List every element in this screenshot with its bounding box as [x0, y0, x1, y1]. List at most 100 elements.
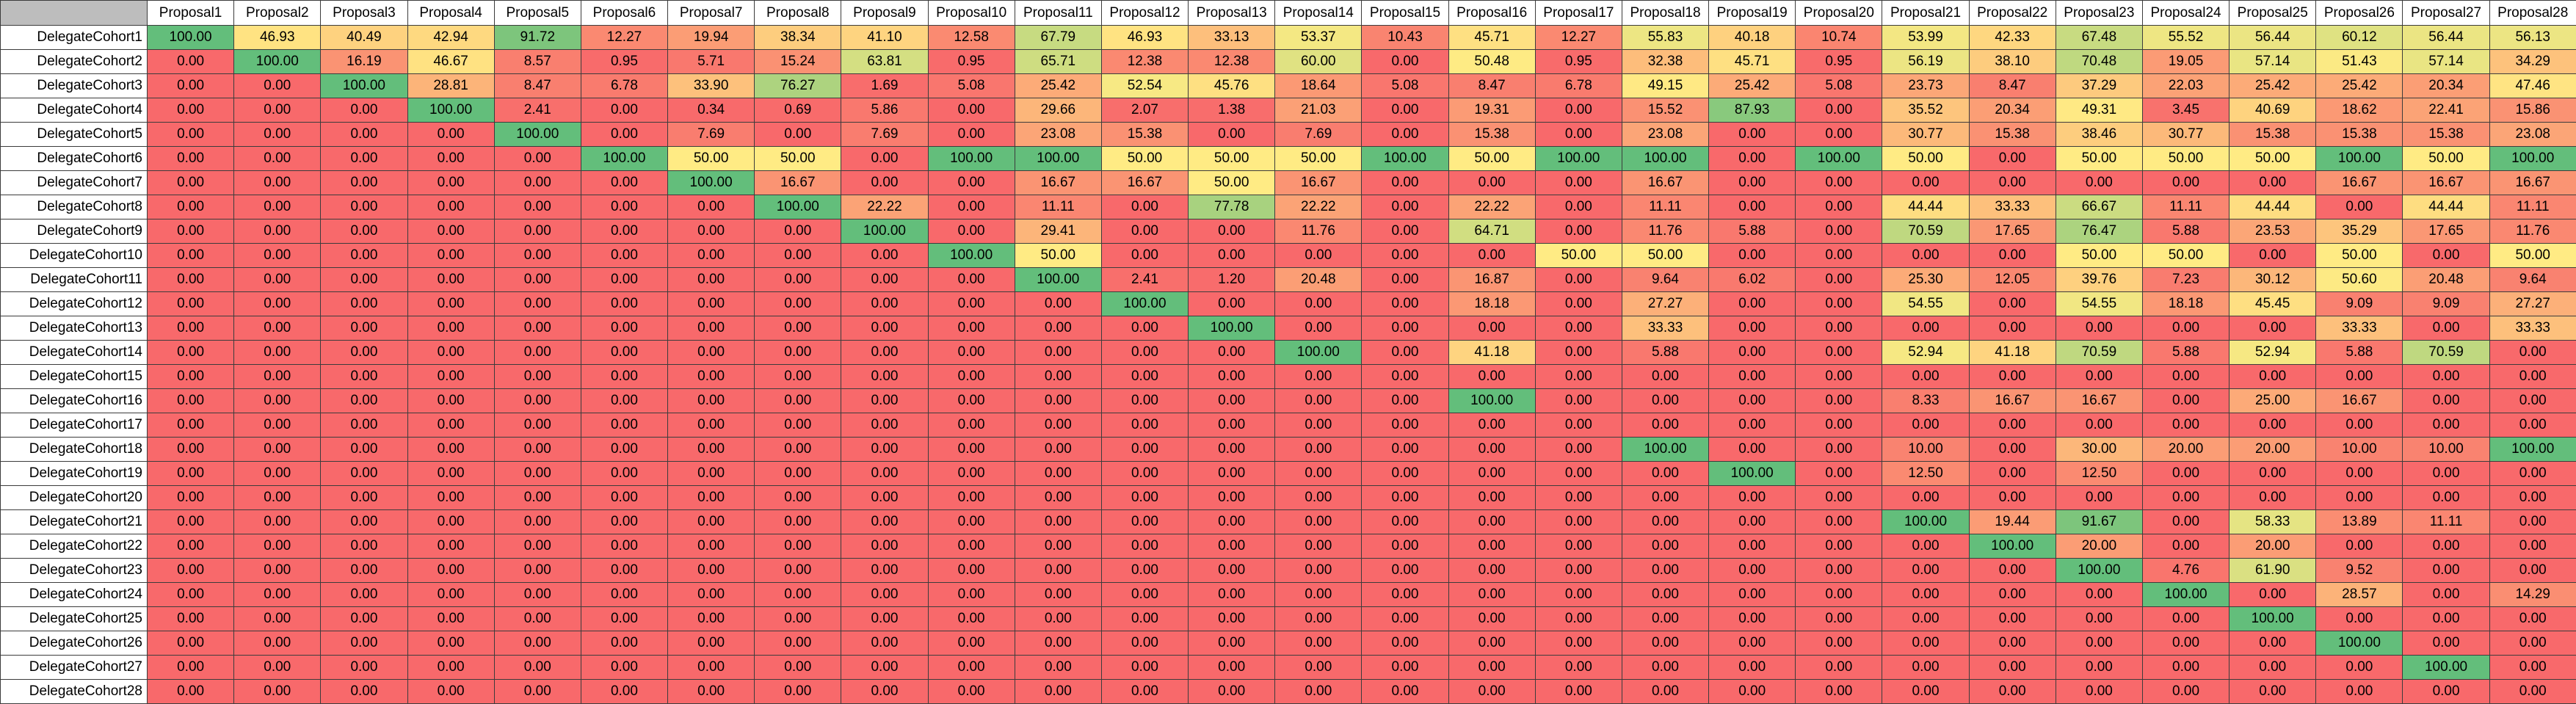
heatmap-cell[interactable]: 56.19 — [1882, 50, 1969, 74]
heatmap-cell[interactable]: 0.00 — [494, 534, 581, 559]
heatmap-cell[interactable]: 0.00 — [1101, 316, 1188, 341]
heatmap-cell[interactable]: 8.47 — [494, 74, 581, 98]
heatmap-cell[interactable]: 0.00 — [755, 486, 841, 510]
heatmap-cell[interactable]: 10.00 — [2403, 438, 2489, 462]
heatmap-cell[interactable]: 18.62 — [2316, 98, 2403, 123]
heatmap-cell[interactable]: 38.34 — [755, 26, 841, 50]
heatmap-cell[interactable]: 0.00 — [1622, 413, 1708, 438]
heatmap-cell[interactable]: 100.00 — [2229, 607, 2316, 631]
heatmap-cell[interactable]: 39.76 — [2056, 268, 2142, 292]
row-header-cell[interactable]: DelegateCohort19 — [1, 462, 148, 486]
heatmap-cell[interactable]: 20.34 — [1969, 98, 2056, 123]
heatmap-cell[interactable]: 0.00 — [1015, 534, 1101, 559]
heatmap-cell[interactable]: 0.00 — [2316, 534, 2403, 559]
heatmap-cell[interactable]: 6.78 — [1535, 74, 1622, 98]
heatmap-cell[interactable]: 57.14 — [2229, 50, 2316, 74]
heatmap-cell[interactable]: 0.00 — [2142, 631, 2229, 656]
heatmap-cell[interactable]: 0.00 — [2403, 486, 2489, 510]
heatmap-cell[interactable]: 0.00 — [407, 123, 494, 147]
heatmap-cell[interactable]: 33.33 — [2316, 316, 2403, 341]
heatmap-cell[interactable]: 0.00 — [841, 413, 928, 438]
heatmap-cell[interactable]: 0.00 — [841, 534, 928, 559]
heatmap-cell[interactable]: 0.00 — [494, 438, 581, 462]
heatmap-cell[interactable]: 0.00 — [1189, 680, 1275, 704]
heatmap-cell[interactable]: 0.00 — [2403, 244, 2489, 268]
heatmap-cell[interactable]: 56.44 — [2229, 26, 2316, 50]
heatmap-cell[interactable]: 0.00 — [321, 365, 407, 389]
heatmap-cell[interactable]: 100.00 — [1362, 147, 1448, 171]
heatmap-cell[interactable]: 0.00 — [1015, 292, 1101, 316]
heatmap-cell[interactable]: 46.67 — [407, 50, 494, 74]
heatmap-cell[interactable]: 0.00 — [928, 219, 1015, 244]
heatmap-cell[interactable]: 0.00 — [321, 559, 407, 583]
heatmap-cell[interactable]: 19.31 — [1448, 98, 1535, 123]
heatmap-cell[interactable]: 0.00 — [1796, 219, 1882, 244]
heatmap-cell[interactable]: 5.88 — [2142, 219, 2229, 244]
heatmap-cell[interactable]: 0.00 — [1275, 510, 1362, 534]
heatmap-cell[interactable]: 100.00 — [2316, 147, 2403, 171]
heatmap-cell[interactable]: 0.00 — [2316, 365, 2403, 389]
heatmap-cell[interactable]: 50.00 — [1275, 147, 1362, 171]
heatmap-cell[interactable]: 0.00 — [581, 413, 667, 438]
heatmap-cell[interactable]: 29.66 — [1015, 98, 1101, 123]
heatmap-cell[interactable]: 50.00 — [1101, 147, 1188, 171]
row-header-cell[interactable]: DelegateCohort26 — [1, 631, 148, 656]
heatmap-cell[interactable]: 0.00 — [1709, 147, 1796, 171]
heatmap-cell[interactable]: 0.00 — [1448, 656, 1535, 680]
heatmap-cell[interactable]: 0.00 — [1015, 413, 1101, 438]
heatmap-cell[interactable]: 0.00 — [2056, 486, 2142, 510]
heatmap-cell[interactable]: 0.00 — [1969, 631, 2056, 656]
heatmap-cell[interactable]: 0.00 — [841, 389, 928, 413]
heatmap-cell[interactable]: 0.00 — [321, 268, 407, 292]
heatmap-cell[interactable]: 0.00 — [148, 316, 234, 341]
heatmap-cell[interactable]: 0.00 — [928, 462, 1015, 486]
heatmap-cell[interactable]: 66.67 — [2056, 195, 2142, 219]
row-header-cell[interactable]: DelegateCohort4 — [1, 98, 148, 123]
heatmap-cell[interactable]: 15.38 — [1969, 123, 2056, 147]
heatmap-cell[interactable]: 0.00 — [1101, 486, 1188, 510]
heatmap-cell[interactable]: 0.00 — [1189, 607, 1275, 631]
heatmap-cell[interactable]: 0.00 — [1796, 195, 1882, 219]
heatmap-cell[interactable]: 0.00 — [668, 438, 755, 462]
heatmap-cell[interactable]: 22.03 — [2142, 74, 2229, 98]
heatmap-cell[interactable]: 0.00 — [321, 219, 407, 244]
heatmap-cell[interactable]: 0.00 — [841, 486, 928, 510]
heatmap-cell[interactable]: 20.00 — [2229, 534, 2316, 559]
heatmap-cell[interactable]: 0.00 — [321, 292, 407, 316]
heatmap-cell[interactable]: 11.76 — [2489, 219, 2576, 244]
heatmap-cell[interactable]: 0.00 — [668, 292, 755, 316]
row-header-cell[interactable]: DelegateCohort27 — [1, 656, 148, 680]
heatmap-cell[interactable]: 0.00 — [1709, 607, 1796, 631]
heatmap-cell[interactable]: 0.00 — [1101, 341, 1188, 365]
heatmap-cell[interactable]: 0.00 — [668, 413, 755, 438]
heatmap-cell[interactable]: 0.00 — [1189, 462, 1275, 486]
heatmap-cell[interactable]: 0.00 — [1275, 486, 1362, 510]
heatmap-cell[interactable]: 0.00 — [2316, 607, 2403, 631]
column-header-cell[interactable]: Proposal23 — [2056, 1, 2142, 26]
heatmap-cell[interactable]: 50.00 — [1015, 244, 1101, 268]
heatmap-cell[interactable]: 7.23 — [2142, 268, 2229, 292]
heatmap-cell[interactable]: 0.00 — [1275, 389, 1362, 413]
heatmap-cell[interactable]: 100.00 — [407, 98, 494, 123]
heatmap-cell[interactable]: 0.00 — [755, 292, 841, 316]
heatmap-cell[interactable]: 65.71 — [1015, 50, 1101, 74]
heatmap-cell[interactable]: 0.00 — [494, 195, 581, 219]
heatmap-cell[interactable]: 53.37 — [1275, 26, 1362, 50]
heatmap-cell[interactable]: 0.00 — [841, 365, 928, 389]
heatmap-cell[interactable]: 0.00 — [581, 559, 667, 583]
heatmap-cell[interactable]: 0.00 — [668, 583, 755, 607]
heatmap-cell[interactable]: 0.00 — [1362, 583, 1448, 607]
heatmap-cell[interactable]: 0.00 — [2316, 486, 2403, 510]
heatmap-cell[interactable]: 0.00 — [1448, 534, 1535, 559]
heatmap-cell[interactable]: 0.00 — [1101, 219, 1188, 244]
heatmap-cell[interactable]: 0.00 — [2142, 389, 2229, 413]
heatmap-cell[interactable]: 100.00 — [1709, 462, 1796, 486]
heatmap-cell[interactable]: 45.71 — [1448, 26, 1535, 50]
column-header-cell[interactable]: Proposal7 — [668, 1, 755, 26]
heatmap-cell[interactable]: 0.00 — [668, 534, 755, 559]
heatmap-cell[interactable]: 0.00 — [234, 389, 321, 413]
heatmap-cell[interactable]: 0.00 — [1189, 219, 1275, 244]
heatmap-cell[interactable]: 0.00 — [234, 268, 321, 292]
heatmap-cell[interactable]: 0.00 — [234, 510, 321, 534]
heatmap-cell[interactable]: 50.00 — [2403, 147, 2489, 171]
